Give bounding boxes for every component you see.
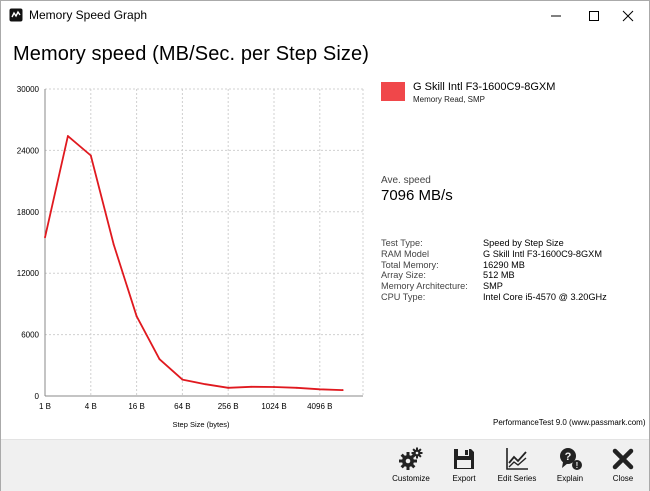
x-tick-label: 256 B [218,402,239,411]
edit-series-button[interactable]: Edit Series [491,446,543,490]
close-window-button[interactable] [607,1,649,30]
info-value: Speed by Step Size [483,238,564,248]
close-button[interactable]: Close [597,446,649,490]
x-tick-label: 64 B [174,402,190,411]
info-key: Test Type: [381,238,423,248]
data-point [67,135,69,137]
x-tick-label: 1024 B [261,402,286,411]
passmark-app-icon [9,8,23,22]
help-bubble-icon: ? ! [560,448,582,470]
y-tick-label: 6000 [21,331,39,340]
export-label: Export [452,474,476,483]
y-tick-label: 12000 [17,269,40,278]
data-point [250,385,253,388]
data-point [135,315,138,318]
series-line [44,135,343,391]
title-bar[interactable]: Memory Speed Graph [1,1,649,30]
y-tick-label: 24000 [17,146,40,155]
close-x-icon [612,448,634,470]
info-key: Memory Architecture: [381,281,468,292]
data-point [318,388,321,391]
svg-text:?: ? [565,451,572,463]
maximize-icon [589,10,599,21]
line-chart-icon [506,448,528,470]
maximize-button[interactable] [573,1,615,30]
close-icon [622,10,634,21]
data-point [89,154,92,157]
average-speed-label: Ave. speed [381,175,431,186]
info-key: Total Memory: [381,259,439,270]
data-point [44,236,46,239]
minimize-icon [551,15,561,16]
info-value: 16290 MB [483,259,525,270]
info-key: CPU Type: [381,292,426,302]
close-label: Close [612,474,634,483]
data-point [296,386,298,389]
info-key: RAM Model [381,248,429,259]
x-tick-label: 16 B [128,402,144,411]
info-value: SMP [483,281,503,292]
minimize-button[interactable] [535,1,577,30]
legend-series-name: G Skill Intl F3-1600C9-8GXM [413,81,556,93]
data-point [112,243,115,246]
gears-icon [399,447,423,470]
average-speed-value: 7096 MB/s [381,187,453,204]
info-value: G Skill Intl F3-1600C9-8GXM [483,248,602,259]
info-value: 512 MB [483,270,515,281]
data-point [204,383,207,386]
customize-button[interactable]: Customize [385,446,437,490]
customize-label: Customize [392,474,430,483]
y-tick-label: 0 [35,392,40,401]
explain-button[interactable]: ? ! Explain [544,446,596,490]
info-key: Array Size: [381,270,426,281]
x-axis-label: Step Size (bytes) [172,420,230,429]
info-value: Intel Core i5-4570 @ 3.20GHz [483,292,607,302]
memory-speed-line-chart: 30000 24000 18000 12000 6000 01 B 4 B 16 B 64 B 2… [17,85,364,429]
legend-series-subtitle: Memory Read, SMP [413,95,486,104]
floppy-disk-icon [454,449,474,469]
y-tick-label: 18000 [17,208,40,217]
data-point [273,386,275,388]
graph-title: Memory speed (MB/Sec. per Step Size) [13,43,369,65]
legend-color-swatch [381,82,405,101]
export-button[interactable]: Export [438,446,490,490]
data-point [158,358,161,361]
bottom-toolbar: Customize Export Edit Series ? [1,439,649,491]
x-tick-label: 4096 B [307,402,332,411]
data-point [181,378,184,381]
x-tick-label: 1 B [39,402,51,411]
svg-text:!: ! [576,461,579,470]
edit-series-label: Edit Series [497,474,537,483]
explain-label: Explain [556,474,584,483]
data-point [227,386,230,389]
data-point [341,389,344,391]
y-tick-label: 30000 [17,85,40,94]
performancetest-version-note: PerformanceTest 9.0 (www.passmark.com) [493,418,646,427]
window-title: Memory Speed Graph [29,8,148,22]
x-tick-label: 4 B [85,402,97,411]
